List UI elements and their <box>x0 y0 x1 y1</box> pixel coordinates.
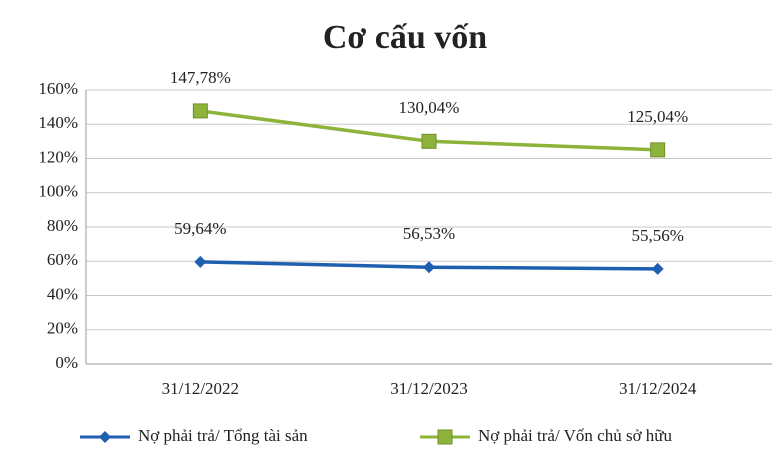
x-tick-label: 31/12/2024 <box>619 379 697 398</box>
x-tick-label: 31/12/2023 <box>390 379 467 398</box>
data-label: 147,78% <box>170 68 231 87</box>
data-label: 59,64% <box>174 219 226 238</box>
y-tick-label: 0% <box>55 353 78 372</box>
x-tick-label: 31/12/2022 <box>162 379 239 398</box>
marker <box>423 261 435 274</box>
marker <box>437 429 453 445</box>
marker <box>192 103 208 119</box>
legend-label: Nợ phải trả/ Vốn chủ sở hữu <box>478 426 673 445</box>
y-tick-label: 80% <box>47 216 78 235</box>
data-label: 55,56% <box>631 226 683 245</box>
data-label: 125,04% <box>627 107 688 126</box>
data-label: 56,53% <box>403 224 455 243</box>
chart-title: Cơ cấu vốn <box>323 19 487 56</box>
marker <box>194 255 207 268</box>
y-tick-label: 100% <box>38 182 78 201</box>
y-tick-label: 160% <box>38 79 78 98</box>
y-tick-label: 20% <box>47 319 78 338</box>
y-tick-label: 40% <box>47 284 78 303</box>
marker <box>99 431 111 443</box>
marker <box>650 142 666 158</box>
marker <box>651 262 664 275</box>
marker <box>421 133 437 149</box>
y-tick-label: 120% <box>38 147 78 166</box>
y-tick-label: 140% <box>38 113 78 132</box>
data-label: 130,04% <box>399 98 460 117</box>
y-tick-label: 60% <box>47 250 78 269</box>
legend-label: Nợ phải trả/ Tổng tài sản <box>138 426 308 445</box>
